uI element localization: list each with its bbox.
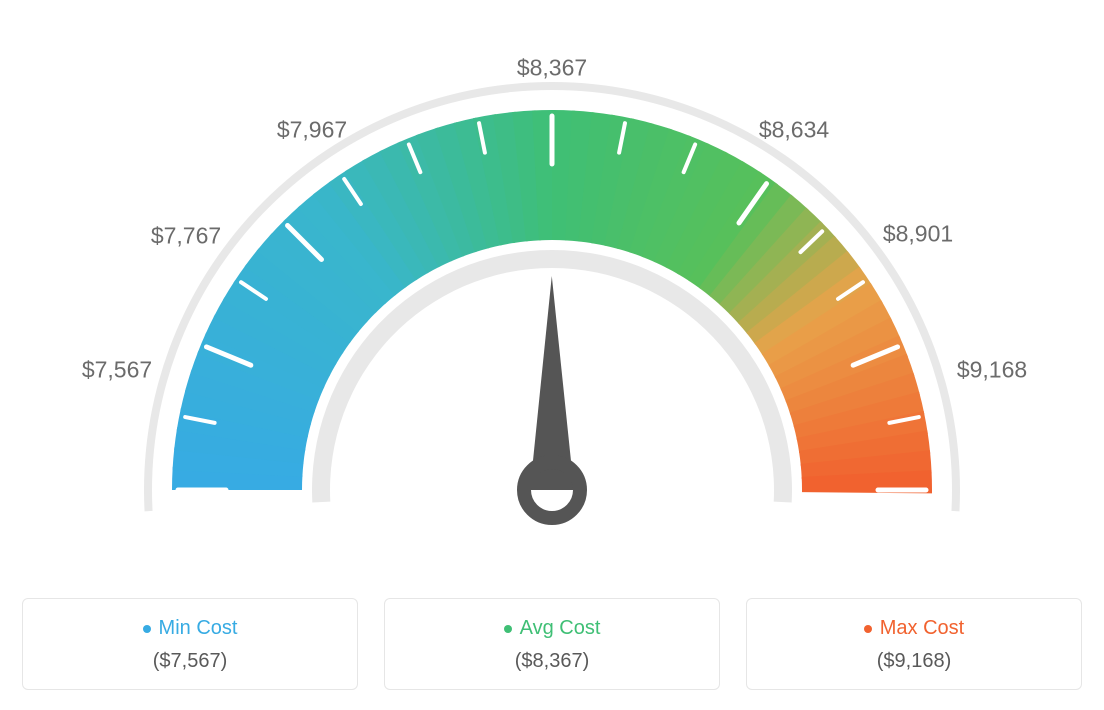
gauge-tick-label: $8,367 xyxy=(517,55,587,82)
gauge-tick-label: $7,567 xyxy=(82,357,152,384)
gauge-tick-label: $7,767 xyxy=(151,223,221,250)
legend-dot-min xyxy=(143,625,151,633)
legend-value-min: ($7,567) xyxy=(33,650,347,673)
gauge-tick-label: $8,901 xyxy=(883,221,953,248)
gauge-svg xyxy=(22,20,1082,580)
legend-value-avg: ($8,367) xyxy=(395,650,709,673)
gauge-tick-label: $7,967 xyxy=(277,117,347,144)
legend-row: Min Cost ($7,567) Avg Cost ($8,367) Max … xyxy=(22,598,1082,690)
legend-card-max: Max Cost ($9,168) xyxy=(746,598,1082,690)
legend-card-avg: Avg Cost ($8,367) xyxy=(384,598,720,690)
legend-title-min: Min Cost xyxy=(143,617,238,640)
gauge-tick-label: $9,168 xyxy=(957,357,1027,384)
legend-label-min: Min Cost xyxy=(159,617,238,640)
legend-dot-avg xyxy=(504,625,512,633)
legend-card-min: Min Cost ($7,567) xyxy=(22,598,358,690)
legend-label-max: Max Cost xyxy=(880,617,964,640)
gauge-tick-label: $8,634 xyxy=(759,117,829,144)
legend-title-max: Max Cost xyxy=(864,617,964,640)
legend-dot-max xyxy=(864,625,872,633)
legend-label-avg: Avg Cost xyxy=(520,617,601,640)
legend-value-max: ($9,168) xyxy=(757,650,1071,673)
legend-title-avg: Avg Cost xyxy=(504,617,601,640)
cost-gauge-chart: $7,567 $7,767 $7,967 $8,367 $8,634 $8,901 $9,1… xyxy=(22,20,1082,580)
